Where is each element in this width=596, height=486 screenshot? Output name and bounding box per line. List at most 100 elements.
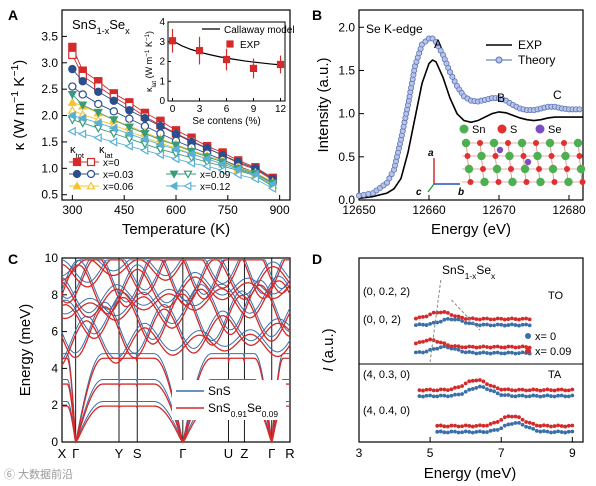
structure-legend-label: Sn (472, 124, 485, 136)
data-point (68, 42, 77, 52)
k-point-label: X (58, 446, 67, 461)
data-point-x0 (431, 347, 436, 351)
data-point-x0 (517, 323, 521, 328)
lattice-line (493, 139, 499, 186)
data-point (124, 129, 133, 139)
data-point-x009 (552, 424, 557, 428)
data-point-x009 (538, 388, 543, 393)
guide-line (429, 279, 442, 363)
phonon-branch-alloy (61, 259, 291, 308)
data-point-x0 (566, 394, 571, 399)
structure-atom (536, 177, 545, 187)
y-tick-label: 2.0 (338, 20, 355, 34)
data-point (195, 47, 204, 55)
data-point-x0 (485, 387, 489, 392)
panel-a-xlabel: Temperature (K) (122, 221, 230, 238)
data-point-x009 (417, 340, 422, 344)
data-point-x009 (534, 387, 539, 392)
data-point-x009 (438, 340, 443, 345)
data-point-x009 (520, 316, 525, 321)
theory-data-point (446, 69, 453, 76)
data-point-x0 (513, 351, 518, 356)
text-segment: lat (151, 81, 158, 88)
data-point-x009 (435, 339, 440, 344)
data-point-x0 (517, 351, 521, 356)
axis-label-a: a (428, 148, 434, 159)
text-segment: x (491, 271, 496, 281)
data-point (155, 136, 166, 145)
data-point-x009 (506, 414, 511, 419)
data-point (171, 129, 181, 139)
data-point-x009 (413, 341, 418, 346)
data-point-x009 (502, 317, 507, 322)
data-point-x0 (513, 323, 518, 327)
data-point-x009 (421, 315, 425, 319)
mode-label-to: TO (548, 290, 564, 302)
legend-label-theory: Theory (518, 53, 555, 67)
structure-atom (536, 166, 542, 172)
data-point-x009 (481, 423, 486, 428)
structure-atom (576, 164, 586, 174)
data-point-x009 (467, 424, 472, 428)
data-point-x0 (417, 350, 422, 354)
data-point (183, 181, 192, 191)
data-point-x009 (513, 414, 518, 419)
data-point-x0 (463, 389, 468, 394)
data-point-x0 (438, 345, 443, 350)
data-point (276, 60, 285, 69)
x-tick-label: 12670 (482, 203, 516, 217)
data-point-x0 (485, 322, 489, 327)
data-point (67, 90, 77, 100)
data-point-x009 (470, 378, 475, 383)
data-point-x009 (541, 423, 546, 428)
data-point-x0 (563, 394, 568, 399)
data-point (68, 50, 77, 60)
data-point-x009 (453, 344, 457, 348)
inset-x-tick-label: 0 (170, 104, 176, 115)
structure-atom (520, 153, 527, 159)
data-point (94, 87, 103, 97)
inset-legend-model: Callaway model (224, 25, 295, 36)
data-point-x0 (470, 321, 475, 326)
data-point-x0 (534, 428, 539, 433)
data-point-x009 (417, 315, 422, 320)
data-point-x0 (541, 429, 546, 434)
data-point-x0 (506, 350, 511, 355)
lattice-line (507, 139, 513, 186)
phonon-branch-alloy (61, 259, 291, 294)
data-point-x009 (445, 310, 450, 315)
data-point-x0 (531, 393, 536, 398)
data-point-x0 (552, 430, 557, 434)
structure-atom (492, 153, 499, 159)
structure-legend-label: Se (548, 124, 561, 136)
phonon-branch-sns (61, 259, 291, 310)
x-tick-label: 450 (114, 203, 134, 217)
data-point (250, 174, 259, 184)
data-point-x0 (485, 351, 489, 355)
data-point (94, 99, 103, 109)
inset-x-tick-label: 12 (275, 104, 287, 115)
data-point-x009 (492, 317, 497, 322)
phonon-branch-alloy (61, 284, 291, 337)
data-point-x009 (488, 383, 493, 388)
data-point-x009 (431, 310, 436, 315)
data-point-x0 (453, 317, 457, 322)
data-point-x0 (527, 394, 532, 399)
data-point-x009 (460, 424, 465, 429)
data-point-x009 (449, 344, 454, 349)
x-tick-label: 12660 (412, 203, 446, 217)
theory-data-point (449, 73, 456, 80)
y-tick-label: 3.5 (41, 29, 58, 43)
ylabel-italic: I (320, 368, 337, 372)
data-point (67, 110, 76, 121)
data-point (226, 40, 234, 48)
theory-data-point (451, 78, 458, 85)
axis-label-b: b (458, 187, 464, 198)
panel-b-frame (358, 9, 584, 201)
structure-legend-label: S (510, 124, 517, 136)
data-point-x009 (492, 344, 497, 349)
data-point-x009 (545, 423, 550, 428)
text-segment: Se (247, 401, 262, 415)
data-point-x009 (424, 338, 429, 343)
data-point-x0 (453, 429, 457, 434)
